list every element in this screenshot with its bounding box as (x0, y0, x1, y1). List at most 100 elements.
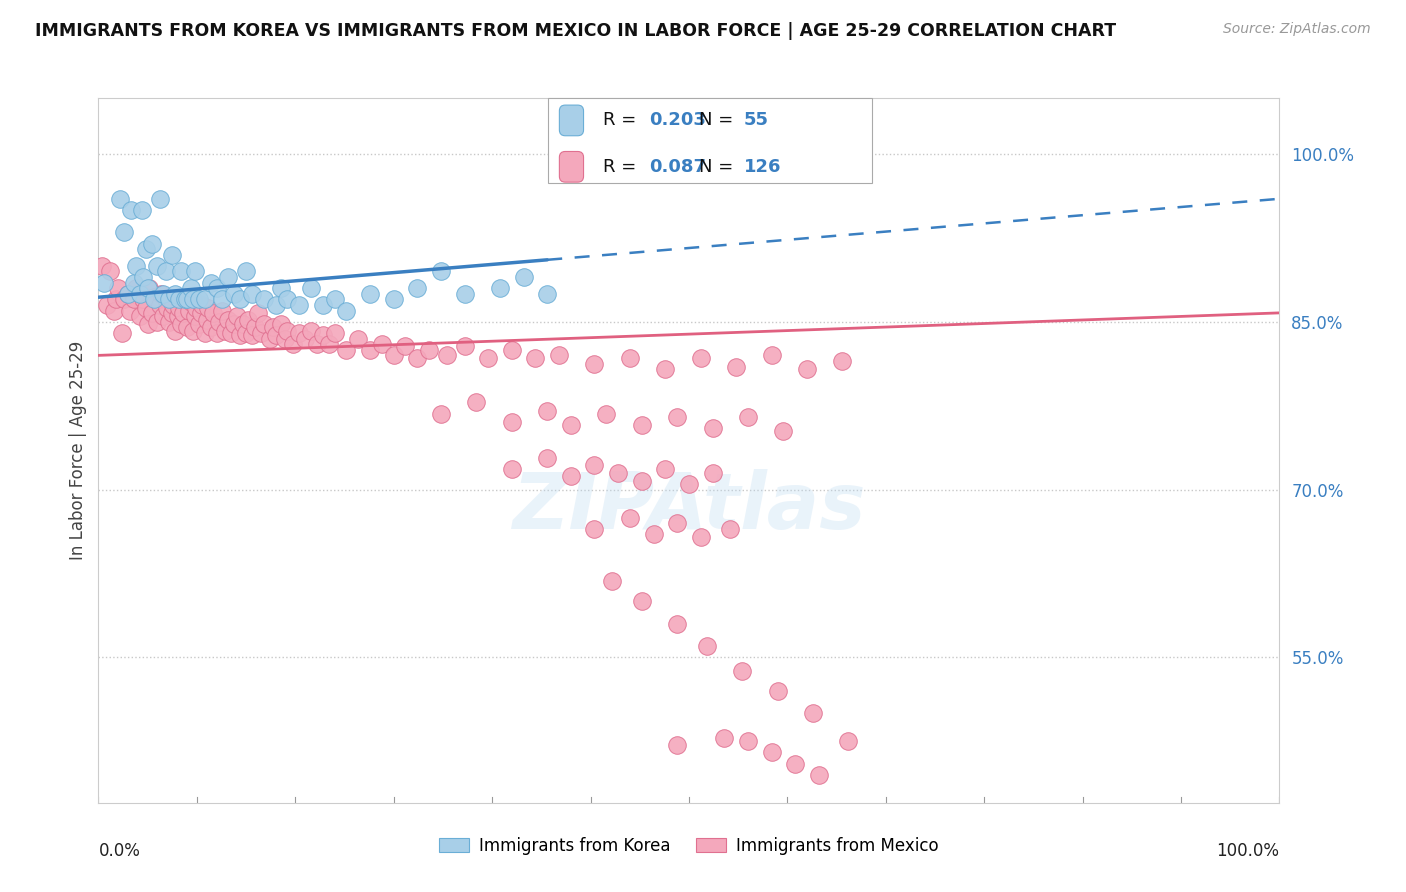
Point (270, 281, 292, 295)
Point (560, 469, 582, 483)
Point (312, 328, 335, 343)
Point (217, 270, 239, 285)
Point (146, 315, 169, 329)
Point (108, 192, 131, 206)
Point (323, 293, 346, 307)
Point (678, 477, 700, 491)
Point (122, 293, 145, 307)
Point (666, 738, 689, 752)
Point (238, 312, 260, 326)
Point (264, 298, 287, 312)
Point (262, 320, 284, 334)
Point (583, 458, 606, 472)
Point (150, 286, 173, 301)
Point (201, 306, 224, 320)
Point (181, 293, 204, 307)
Point (190, 306, 212, 320)
Point (135, 301, 157, 316)
Point (347, 332, 370, 346)
Point (766, 684, 789, 698)
Point (259, 332, 281, 346)
Point (128, 286, 150, 301)
Point (288, 298, 311, 312)
Point (512, 270, 534, 285)
Point (167, 293, 190, 307)
Point (283, 337, 305, 351)
Point (157, 293, 180, 307)
Point (187, 317, 209, 331)
Point (141, 306, 163, 320)
Point (205, 281, 228, 295)
Point (689, 530, 711, 544)
Point (107, 281, 129, 295)
Point (595, 407, 617, 421)
Point (654, 462, 676, 476)
Point (713, 731, 735, 745)
Point (172, 306, 194, 320)
Point (807, 768, 830, 782)
Point (406, 281, 429, 295)
Point (630, 417, 652, 432)
Point (131, 286, 153, 301)
Point (229, 293, 252, 307)
Point (796, 361, 818, 376)
Point (231, 317, 253, 331)
Point (125, 281, 148, 295)
Point (536, 286, 558, 301)
Point (270, 317, 292, 331)
Point (214, 324, 236, 338)
Point (160, 306, 183, 320)
Point (560, 417, 582, 432)
Point (111, 326, 134, 340)
Point (195, 312, 218, 326)
Point (170, 264, 193, 278)
Point (489, 281, 512, 295)
Point (225, 310, 247, 324)
Text: 0.203: 0.203 (650, 112, 706, 129)
Point (155, 293, 177, 307)
Point (117, 286, 139, 301)
Point (184, 310, 207, 324)
Point (181, 324, 204, 338)
Point (149, 192, 172, 206)
Point (453, 339, 475, 353)
Point (801, 706, 824, 721)
Point (737, 409, 759, 424)
Point (211, 293, 233, 307)
Point (772, 425, 794, 439)
Point (141, 236, 163, 251)
Point (240, 328, 263, 343)
Point (194, 293, 217, 307)
Point (165, 286, 187, 301)
Point (105, 293, 128, 307)
Point (837, 734, 859, 748)
Point (501, 462, 523, 476)
Point (253, 317, 276, 331)
Point (155, 264, 177, 278)
Point (312, 298, 335, 312)
Point (135, 242, 157, 256)
Point (250, 326, 273, 340)
Point (131, 202, 153, 217)
Text: R =: R = (603, 158, 643, 176)
Point (430, 407, 453, 421)
Point (371, 337, 394, 351)
Point (240, 286, 263, 301)
Point (162, 298, 184, 312)
Point (245, 320, 267, 334)
Point (136, 281, 159, 295)
Point (274, 332, 297, 346)
Point (465, 395, 488, 409)
Point (436, 348, 458, 362)
Point (156, 301, 179, 316)
Point (264, 328, 287, 343)
Point (619, 351, 641, 365)
Point (666, 616, 689, 631)
Point (643, 527, 665, 541)
Point (536, 404, 558, 418)
Point (120, 303, 142, 318)
Point (217, 312, 239, 326)
Point (152, 310, 174, 324)
Point (359, 286, 381, 301)
Point (235, 264, 257, 278)
